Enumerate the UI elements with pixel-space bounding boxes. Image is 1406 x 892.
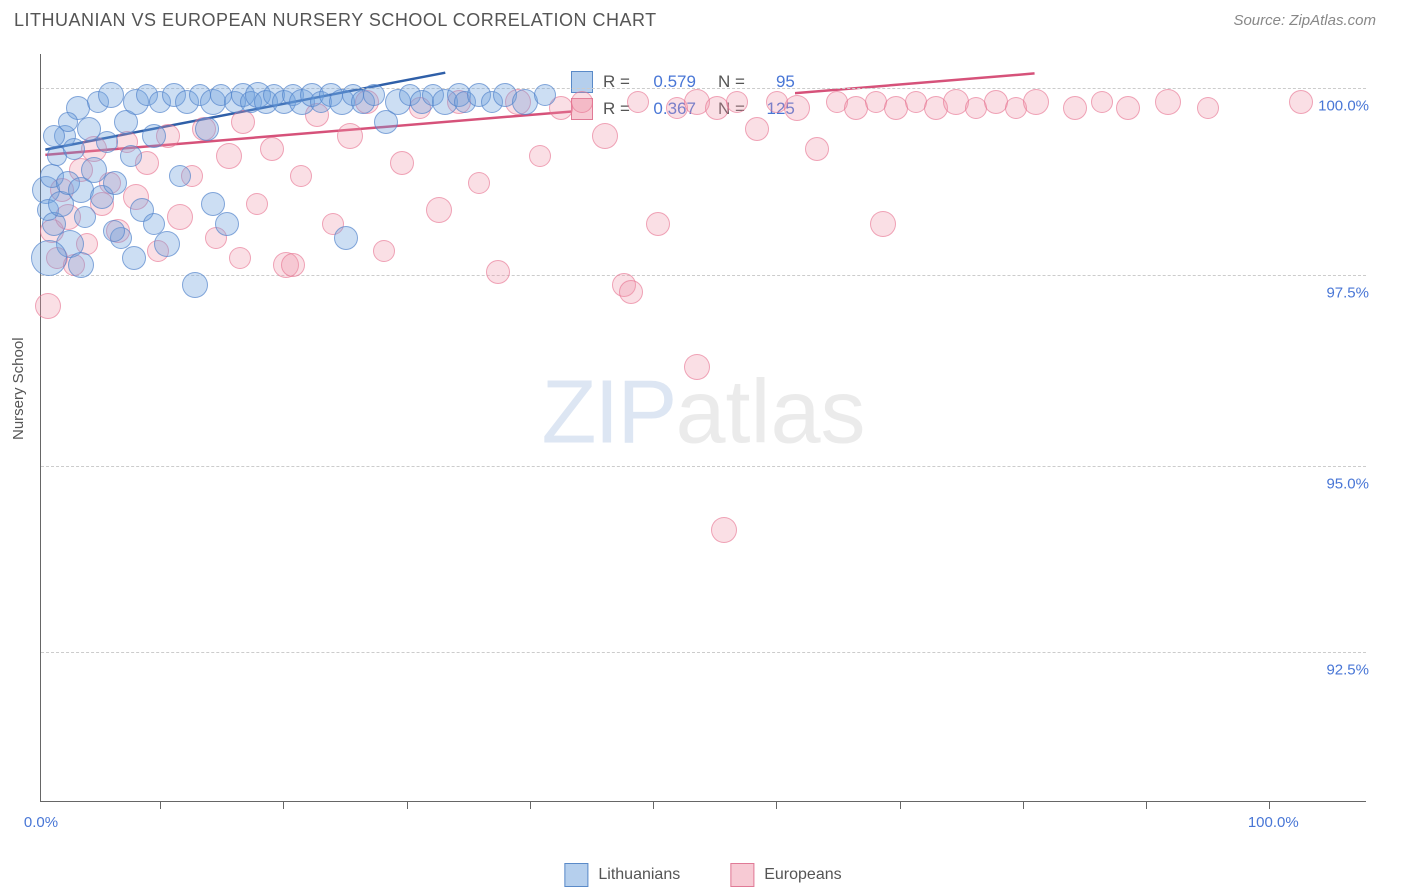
scatter-point xyxy=(529,145,551,167)
x-tick xyxy=(776,801,777,809)
scatter-point xyxy=(216,143,242,169)
scatter-point xyxy=(103,171,127,195)
scatter-point xyxy=(1289,90,1313,114)
scatter-point xyxy=(684,354,710,380)
x-tick xyxy=(407,801,408,809)
scatter-point xyxy=(337,123,363,149)
x-tick xyxy=(653,801,654,809)
y-axis-title: Nursery School xyxy=(10,337,27,440)
scatter-point xyxy=(646,212,670,236)
scatter-point xyxy=(215,212,239,236)
y-tick-label: 100.0% xyxy=(1316,97,1371,114)
scatter-point xyxy=(195,117,219,141)
scatter-point xyxy=(784,95,810,121)
correlation-row: R = 0.579N = 95 xyxy=(571,68,795,95)
scatter-point xyxy=(627,91,649,113)
scatter-point xyxy=(334,226,358,250)
scatter-point xyxy=(231,110,255,134)
scatter-point xyxy=(805,137,829,161)
legend-label: Europeans xyxy=(764,866,841,884)
scatter-point xyxy=(745,117,769,141)
r-label: R = xyxy=(603,68,630,95)
scatter-point xyxy=(154,231,180,257)
scatter-point xyxy=(373,240,395,262)
scatter-point xyxy=(98,82,124,108)
scatter-point xyxy=(182,272,208,298)
scatter-point xyxy=(1063,96,1087,120)
scatter-point xyxy=(363,84,385,106)
scatter-point xyxy=(246,193,268,215)
scatter-point xyxy=(1023,89,1049,115)
scatter-point xyxy=(571,91,593,113)
x-tick xyxy=(160,801,161,809)
scatter-point xyxy=(31,240,67,276)
scatter-point xyxy=(1155,89,1181,115)
scatter-point xyxy=(390,151,414,175)
y-tick-label: 92.5% xyxy=(1324,661,1371,678)
x-tick xyxy=(1146,801,1147,809)
scatter-point xyxy=(122,246,146,270)
scatter-point xyxy=(35,293,61,319)
trend-lines-svg xyxy=(41,54,1366,801)
x-max-label: 100.0% xyxy=(1248,814,1299,831)
scatter-point xyxy=(103,220,125,242)
chart-plot-area: ZIPatlas R = 0.579N = 95R = 0.367N = 125… xyxy=(40,54,1366,802)
scatter-point xyxy=(619,280,643,304)
scatter-point xyxy=(143,213,165,235)
scatter-point xyxy=(63,138,85,160)
y-tick-label: 97.5% xyxy=(1324,285,1371,302)
scatter-point xyxy=(592,123,618,149)
legend-item: Lithuanians xyxy=(564,863,680,887)
scatter-point xyxy=(169,165,191,187)
x-min-label: 0.0% xyxy=(24,814,58,831)
scatter-point xyxy=(486,260,510,284)
scatter-point xyxy=(260,137,284,161)
gridline xyxy=(41,466,1366,467)
scatter-point xyxy=(1091,91,1113,113)
x-tick xyxy=(900,801,901,809)
gridline xyxy=(41,275,1366,276)
legend-swatch-icon xyxy=(730,863,754,887)
scatter-point xyxy=(229,247,251,269)
scatter-point xyxy=(726,91,748,113)
scatter-point xyxy=(68,252,94,278)
scatter-point xyxy=(96,131,118,153)
x-tick xyxy=(530,801,531,809)
bottom-legend: Lithuanians Europeans xyxy=(564,863,841,887)
scatter-point xyxy=(74,206,96,228)
legend-item: Europeans xyxy=(730,863,841,887)
scatter-point xyxy=(711,517,737,543)
legend-swatch-icon xyxy=(571,71,593,93)
chart-title: LITHUANIAN VS EUROPEAN NURSERY SCHOOL CO… xyxy=(14,10,657,31)
legend-label: Lithuanians xyxy=(598,866,680,884)
watermark-zip: ZIP xyxy=(541,362,675,462)
scatter-point xyxy=(142,124,166,148)
scatter-point xyxy=(870,211,896,237)
x-tick xyxy=(283,801,284,809)
scatter-point xyxy=(167,204,193,230)
y-tick-label: 95.0% xyxy=(1324,476,1371,493)
scatter-point xyxy=(120,145,142,167)
scatter-point xyxy=(426,197,452,223)
scatter-point xyxy=(1116,96,1140,120)
scatter-point xyxy=(534,84,556,106)
scatter-point xyxy=(58,112,78,132)
scatter-point xyxy=(468,172,490,194)
scatter-point xyxy=(281,253,305,277)
scatter-point xyxy=(201,192,225,216)
x-tick xyxy=(1023,801,1024,809)
legend-swatch-icon xyxy=(564,863,588,887)
scatter-point xyxy=(290,165,312,187)
x-tick xyxy=(1269,801,1270,809)
scatter-point xyxy=(1197,97,1219,119)
source-label: Source: ZipAtlas.com xyxy=(1233,12,1376,29)
gridline xyxy=(41,652,1366,653)
